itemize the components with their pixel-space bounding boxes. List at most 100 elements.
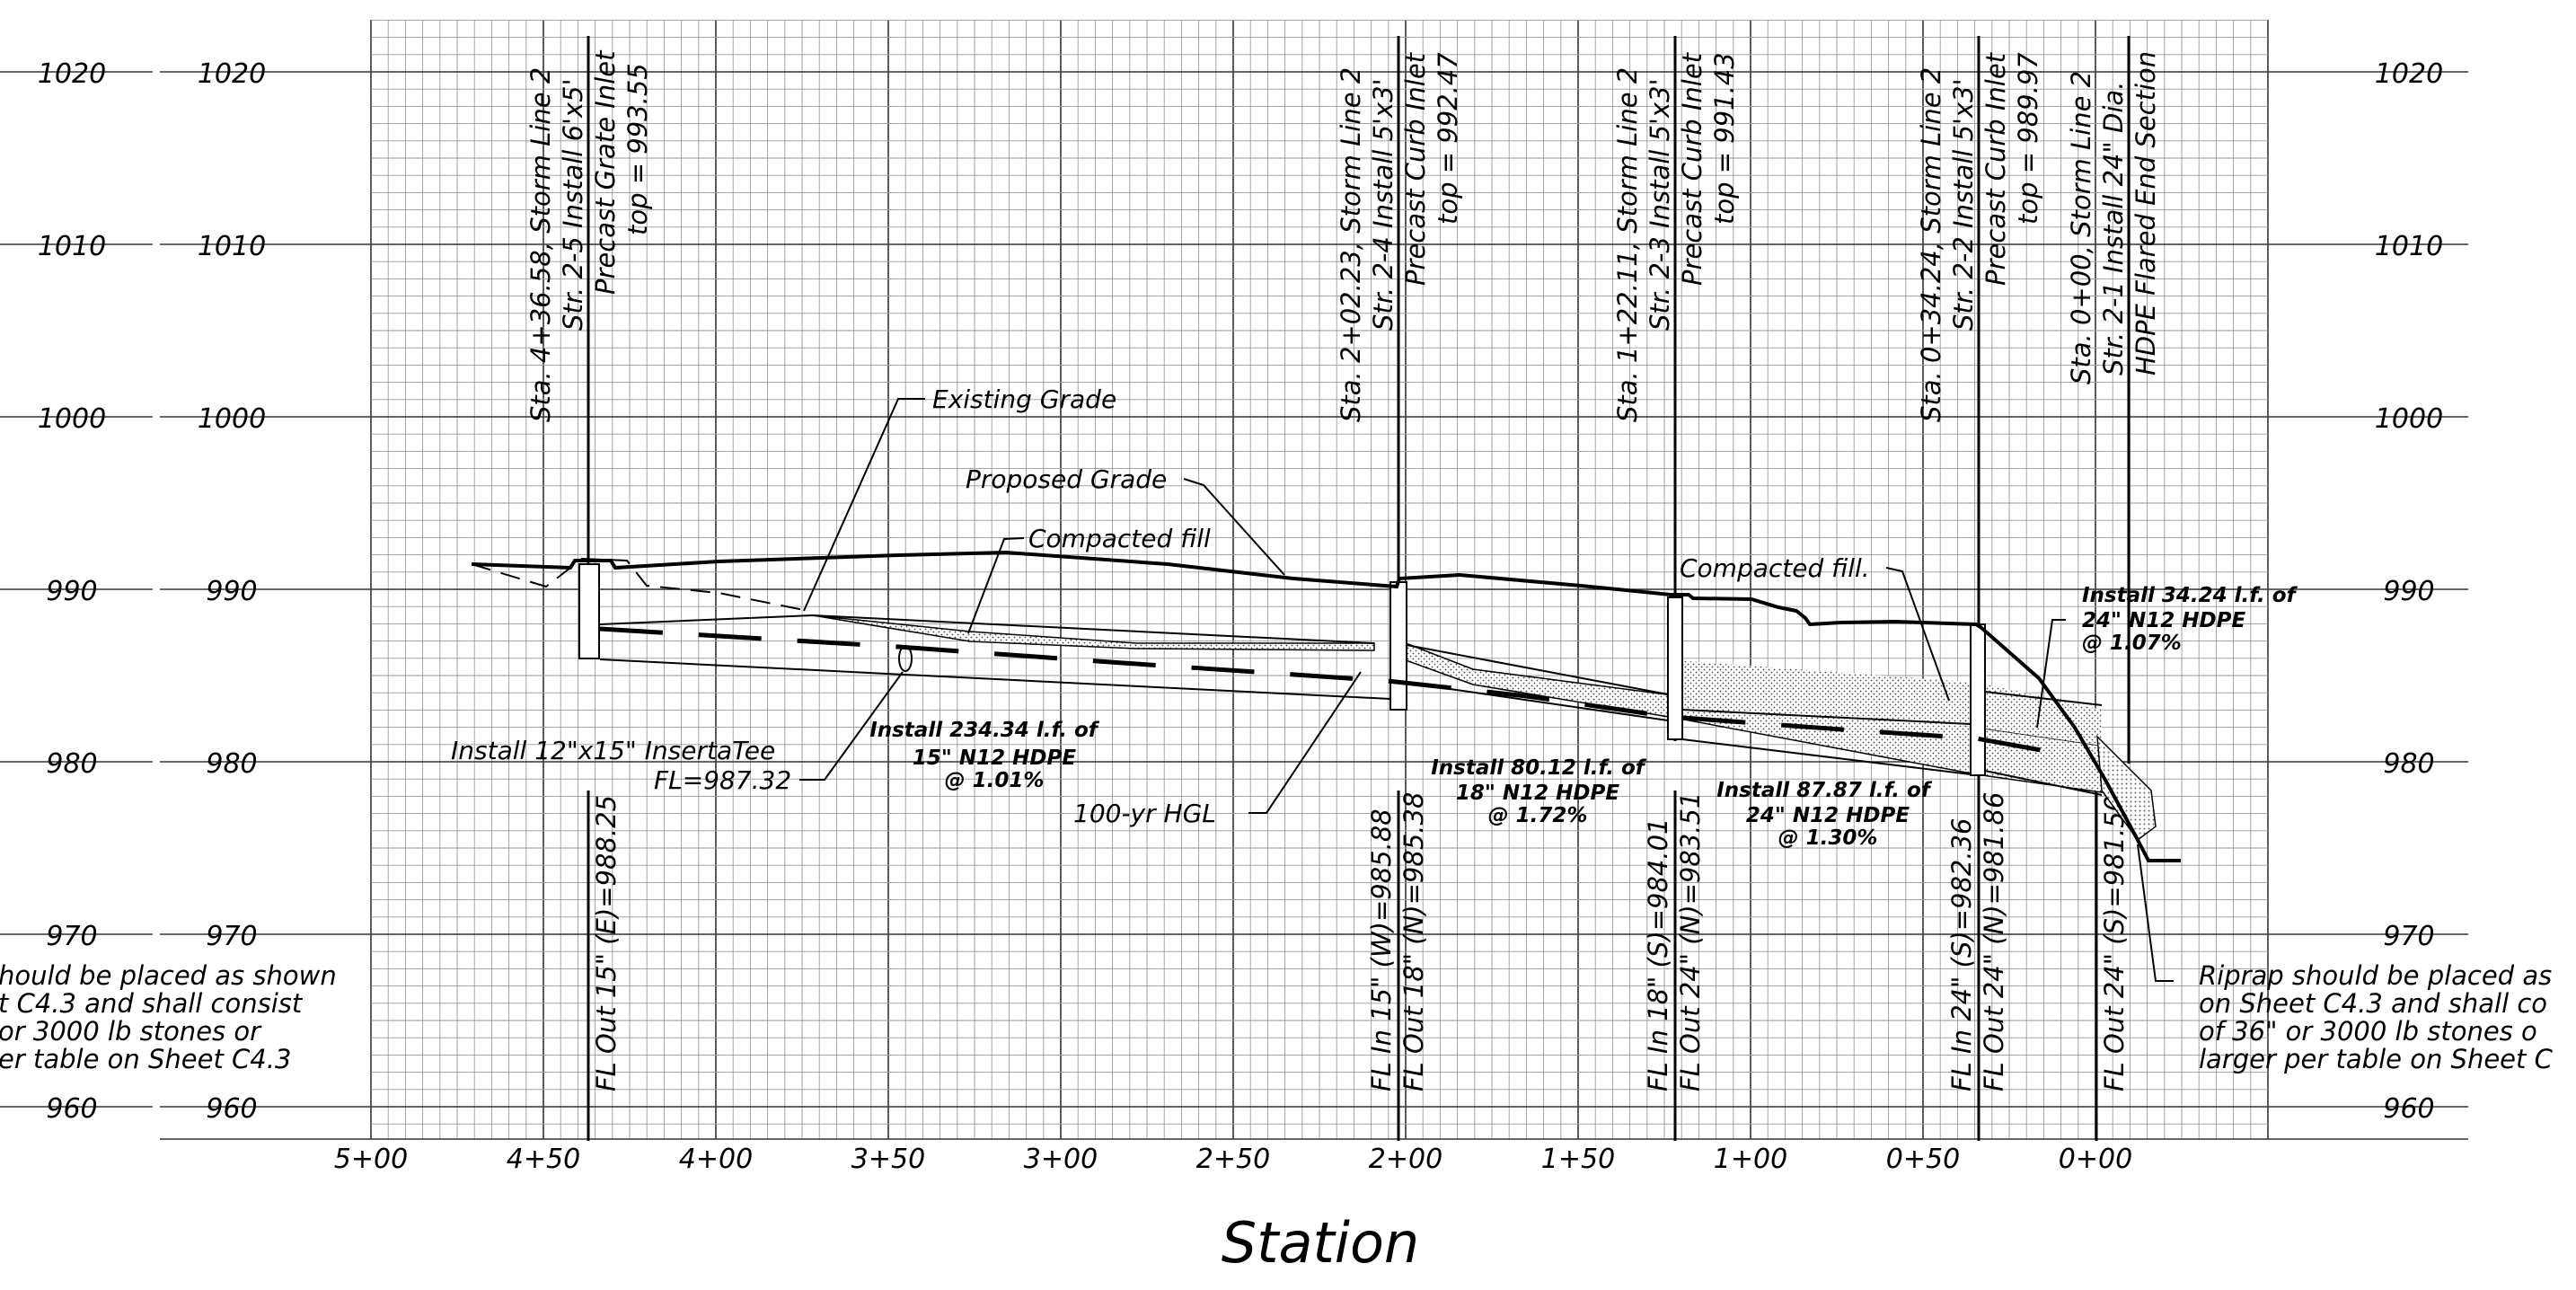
elev-inner-1020: 1020 <box>198 58 266 90</box>
pipe-3-line3: @ 1.30% <box>1778 826 1878 850</box>
station-1+50: 1+50 <box>1541 1144 1615 1175</box>
elev-left-980: 980 <box>46 748 97 780</box>
structure-2-3-line2: Str. 2-3 Install 5'x3' <box>1645 78 1675 331</box>
station-1+00: 1+00 <box>1714 1144 1787 1175</box>
pipe-notes: Install 234.34 l.f. of 15" N12 HDPE @ 1.… <box>869 584 2298 850</box>
pipe-2-line1: Install 80.12 l.f. of <box>1431 756 1647 780</box>
axis-title: Station <box>1222 1210 1419 1276</box>
station-0+50: 0+50 <box>1886 1144 1960 1175</box>
station-2+50: 2+50 <box>1196 1144 1270 1175</box>
station-labels: 5+00 4+50 4+00 3+50 3+00 2+50 2+00 1+50 … <box>334 1144 2132 1175</box>
riprap-right-line4: larger per table on Sheet C <box>2199 1044 2554 1074</box>
station-3+50: 3+50 <box>851 1144 925 1175</box>
elev-left-990: 990 <box>46 576 97 607</box>
flowline-2-2-out: FL Out 24" (N)=981.86 <box>1979 792 2009 1091</box>
riprap-left-line4: er table on Sheet C4.3 <box>0 1044 291 1074</box>
elev-right-960: 960 <box>2383 1093 2434 1125</box>
compacted-fill-label-1: Compacted fill <box>1028 524 1211 553</box>
structure-2-4-line4: top = 992.47 <box>1433 52 1463 225</box>
station-4+50: 4+50 <box>507 1144 580 1175</box>
compacted-fill-3 <box>1675 660 2102 746</box>
structure-2-2-line2: Str. 2-2 Install 5'x3' <box>1948 78 1979 331</box>
leader-proposed-grade <box>1183 478 1285 576</box>
pipe-1-line2: 15" N12 HDPE <box>913 747 1076 770</box>
station-2+00: 2+00 <box>1369 1144 1442 1175</box>
structure-box-2-3 <box>1667 596 1683 740</box>
structure-2-5-line2: Str. 2-5 Install 6'x5' <box>558 78 588 331</box>
structure-2-4-line3: Precast Curb Inlet <box>1400 51 1431 286</box>
elev-inner-1010: 1010 <box>198 231 266 262</box>
station-5+00: 5+00 <box>334 1144 408 1175</box>
pipe-top-3 <box>1681 709 1972 725</box>
elev-left-1000: 1000 <box>38 403 106 435</box>
elev-left-1010: 1010 <box>38 231 106 262</box>
riprap-left-line1: hould be placed as shown <box>0 960 337 991</box>
leader-compacted-fill-2 <box>1885 567 1950 702</box>
structure-2-2-line4: top = 989.97 <box>2013 52 2043 225</box>
hgl-line <box>599 626 2067 757</box>
elev-inner-1000: 1000 <box>198 403 266 435</box>
station-3+00: 3+00 <box>1024 1144 1098 1175</box>
structure-box-2-2 <box>1970 623 1986 776</box>
leader-hgl <box>1248 671 1362 814</box>
hgl-label: 100-yr HGL <box>1073 799 1216 828</box>
elev-left-970: 970 <box>46 921 97 952</box>
structure-box-2-4 <box>1389 581 1407 711</box>
structure-2-4-line1: Sta. 2+02.23, Storm Line 2 <box>1336 67 1366 422</box>
flowline-2-3-in: FL In 18" (S)=984.01 <box>1643 818 1673 1091</box>
pipe-invert-3 <box>1681 738 1972 775</box>
callouts: Existing Grade Proposed Grade Compacted … <box>451 384 1870 828</box>
existing-grade-line <box>471 557 809 612</box>
pipe-4-line2: 24" N12 HDPE <box>2082 609 2245 632</box>
pipe-3-line1: Install 87.87 l.f. of <box>1716 779 1933 802</box>
riprap-right-line2: on Sheet C4.3 and shall co <box>2199 988 2547 1019</box>
flowline-2-2-in: FL In 24" (S)=982.36 <box>1946 818 1977 1091</box>
pipe-4-line1: Install 34.24 l.f. of <box>2082 584 2298 607</box>
pipe-4-line3: @ 1.07% <box>2082 632 2182 655</box>
elevation-labels: 1020 1010 1000 990 980 970 960 1020 1010… <box>38 58 2443 1125</box>
structure-box-2-5 <box>578 563 600 659</box>
elev-inner-960: 960 <box>206 1093 257 1125</box>
leader-lines <box>799 398 2174 982</box>
profile-lines <box>471 550 2181 862</box>
leader-existing-grade <box>803 398 925 612</box>
leader-pipe-4 <box>2036 619 2066 729</box>
structure-2-2-line3: Precast Curb Inlet <box>1981 51 2011 286</box>
leader-riprap <box>2137 844 2174 982</box>
flowline-2-3-out: FL Out 24" (N)=983.51 <box>1675 792 1706 1091</box>
riprap-left-line3: or 3000 lb stones or <box>0 1016 262 1047</box>
compacted-fill-1 <box>812 614 1375 651</box>
proposed-grade-label: Proposed Grade <box>966 464 1167 494</box>
flowline-notes: FL Out 15" (E)=988.25 FL In 15" (W)=985.… <box>591 792 2130 1091</box>
structure-2-4-line2: Str. 2-4 Install 5'x3' <box>1368 78 1398 331</box>
structure-2-3-line4: top = 991.43 <box>1709 52 1740 225</box>
structure-2-5-line3: Precast Grate Inlet <box>590 49 621 295</box>
pipe-2-line2: 18" N12 HDPE <box>1456 782 1619 805</box>
pipe-3-line2: 24" N12 HDPE <box>1746 804 1910 827</box>
leader-insertatee <box>799 671 904 781</box>
riprap-area <box>2096 735 2157 842</box>
structure-notes: Sta. 4+36.58, Storm Line 2 Str. 2-5 Inst… <box>525 49 2161 422</box>
pipe-invert-4 <box>1984 770 2103 796</box>
structure-2-3-line1: Sta. 1+22.11, Storm Line 2 <box>1612 67 1643 422</box>
elev-right-1020: 1020 <box>2375 58 2443 90</box>
riprap-right-line1: Riprap should be placed as <box>2199 960 2552 991</box>
riprap-left-line2: t C4.3 and shall consist <box>0 988 304 1019</box>
proposed-grade-line <box>471 550 2181 862</box>
riprap-right-line3: of 36" or 3000 lb stones o <box>2199 1016 2537 1047</box>
elev-right-980: 980 <box>2383 748 2434 780</box>
pipe-1-line1: Install 234.34 l.f. of <box>869 719 1100 742</box>
flowline-2-1-out: FL Out 24" (S)=981.50 <box>2099 795 2130 1091</box>
insertatee-label-1: Install 12"x15" InsertaTee <box>451 736 775 765</box>
structure-2-2-line1: Sta. 0+34.24, Storm Line 2 <box>1916 67 1946 422</box>
elev-inner-990: 990 <box>206 576 257 607</box>
elev-inner-980: 980 <box>206 748 257 780</box>
flowline-2-5-out: FL Out 15" (E)=988.25 <box>591 795 622 1091</box>
pipe-invert-1 <box>599 658 1391 700</box>
elev-inner-970: 970 <box>206 921 257 952</box>
elev-right-970: 970 <box>2383 921 2434 952</box>
compacted-fill-2 <box>1405 641 2103 793</box>
structure-2-5-line4: top = 993.55 <box>622 63 653 235</box>
